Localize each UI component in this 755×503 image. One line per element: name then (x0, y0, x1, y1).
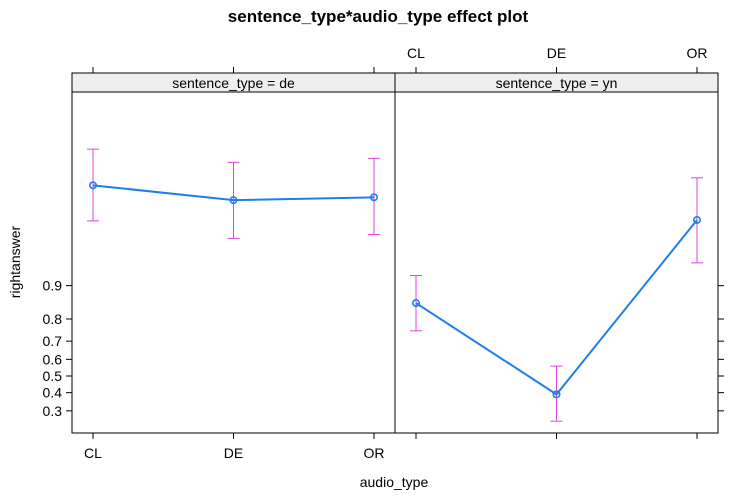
y-tick-label: 0.4 (43, 385, 63, 401)
y-axis-label: rightanswer (7, 225, 23, 298)
x-tick-label: DE (224, 445, 243, 461)
panel-box (71, 91, 396, 434)
y-tick-label: 0.3 (43, 403, 63, 419)
strip-label: sentence_type = de (172, 75, 295, 91)
series-line (92, 184, 375, 202)
y-tick-label: 0.8 (43, 311, 63, 327)
x-tick-label: CL (84, 445, 102, 461)
x-tick-label: DE (547, 45, 566, 61)
data-point (692, 215, 701, 224)
chart-title: sentence_type*audio_type effect plot (228, 7, 529, 26)
data-point (411, 299, 420, 308)
strip-label: sentence_type = yn (496, 75, 618, 91)
data-point (552, 390, 561, 399)
series-line (415, 219, 698, 396)
data-point (89, 181, 98, 190)
x-tick-label: OR (364, 445, 385, 461)
y-tick-label: 0.9 (43, 278, 63, 294)
y-tick-label: 0.5 (43, 368, 63, 384)
y-tick-label: 0.6 (43, 351, 63, 367)
plot-area: sentence_type = de CL DE OR 0.3 0.40.50.6 0.7 0… (43, 45, 724, 461)
x-tick-label: CL (407, 45, 425, 61)
y-tick-label: 0.7 (43, 333, 63, 349)
x-tick-label: OR (687, 45, 708, 61)
x-axis-label: audio_type (360, 474, 429, 490)
data-point (369, 193, 378, 202)
data-point (229, 196, 238, 205)
